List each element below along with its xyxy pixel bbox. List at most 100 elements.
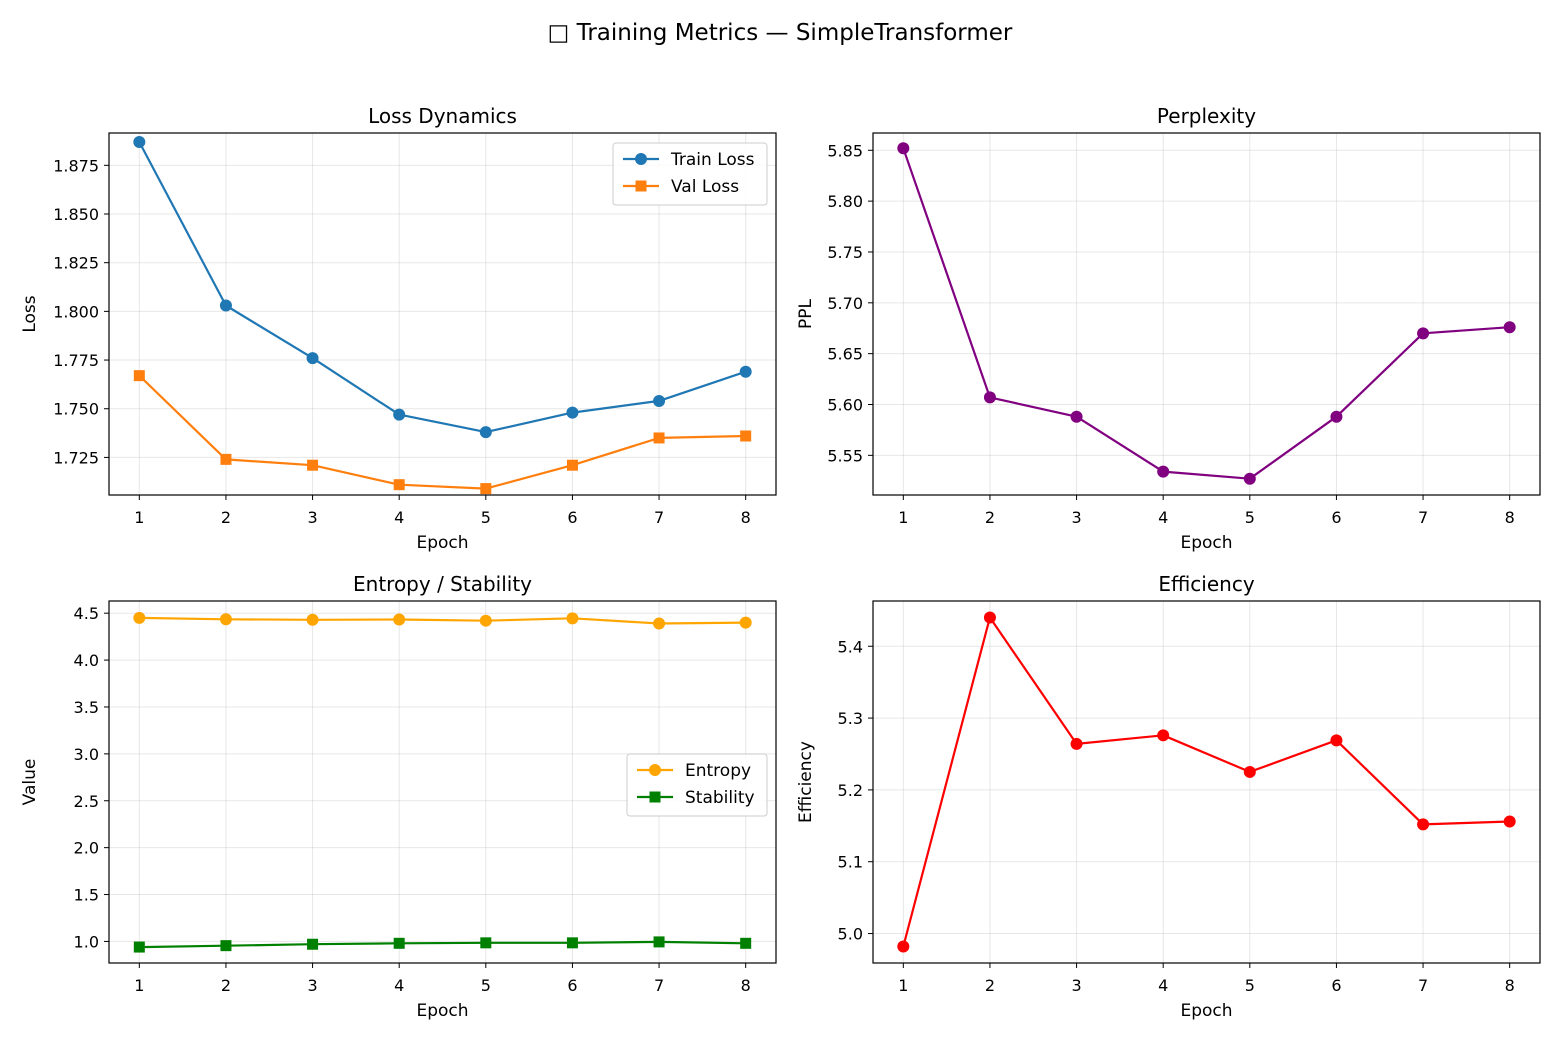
y-tick-label: 5.75	[827, 243, 863, 262]
data-point	[219, 613, 232, 626]
y-tick-label: 5.55	[827, 446, 863, 465]
x-tick-label: 5	[1245, 508, 1255, 527]
x-tick-label: 1	[898, 508, 908, 527]
x-tick-label: 3	[1071, 508, 1081, 527]
data-point	[1243, 472, 1256, 485]
y-tick-label: 1.825	[53, 254, 99, 273]
x-tick-label: 3	[307, 976, 317, 995]
data-point	[897, 142, 910, 155]
data-point	[306, 352, 319, 365]
data-point	[1330, 410, 1343, 423]
data-point	[1330, 734, 1343, 747]
x-tick-label: 3	[1071, 976, 1081, 995]
y-tick-label: 5.0	[838, 925, 863, 944]
data-point	[740, 937, 752, 949]
legend-marker	[649, 791, 661, 803]
x-tick-label: 6	[567, 508, 577, 527]
data-point	[220, 453, 232, 465]
data-point	[479, 614, 492, 627]
y-tick-label: 2.0	[74, 839, 99, 858]
axes-frame	[872, 600, 1541, 964]
data-point	[133, 941, 145, 953]
y-tick-label: 1.5	[74, 886, 99, 905]
chart-title: Perplexity	[1157, 104, 1256, 128]
x-tick-label: 2	[985, 976, 995, 995]
series-line-train-loss	[138, 141, 747, 434]
data-point	[1243, 765, 1256, 778]
series-line-efficiency	[902, 616, 1510, 947]
data-point	[1070, 737, 1083, 750]
data-point	[393, 408, 406, 421]
y-tick-label: 5.80	[827, 192, 863, 211]
series-line-val-loss	[138, 374, 746, 490]
x-tick-label: 2	[221, 508, 231, 527]
legend: Train Loss Val Loss	[612, 142, 768, 206]
data-point	[133, 135, 146, 148]
data-point	[393, 937, 405, 949]
legend-entry-label: Train Loss	[670, 150, 755, 170]
x-tick-label: 2	[221, 976, 231, 995]
x-tick-label: 8	[1505, 508, 1515, 527]
x-tick-label: 6	[567, 976, 577, 995]
x-tick-label: 4	[394, 976, 404, 995]
y-tick-label: 5.85	[827, 141, 863, 160]
y-tick-label: 5.1	[838, 853, 863, 872]
axes-frame	[108, 600, 777, 964]
data-point	[393, 479, 405, 491]
y-axis-label: PPL	[796, 298, 816, 329]
data-point	[1070, 410, 1083, 423]
x-tick-label: 3	[307, 508, 317, 527]
y-tick-label: 5.65	[827, 345, 863, 364]
legend-entry-label: Stability	[685, 788, 755, 808]
series-line-ppl	[902, 147, 1510, 480]
legend-marker	[649, 764, 661, 776]
data-point	[740, 430, 752, 442]
chart-title: Entropy / Stability	[353, 572, 532, 596]
data-point	[1417, 327, 1430, 340]
y-tick-label: 1.0	[74, 932, 99, 951]
chart-title: Loss Dynamics	[368, 104, 517, 128]
data-point	[653, 936, 665, 948]
y-tick-label: 1.725	[53, 448, 99, 467]
axes-frame	[872, 132, 1541, 496]
data-point	[1503, 321, 1516, 334]
y-tick-label: 1.875	[53, 156, 99, 175]
legend-entry-label: Val Loss	[671, 177, 739, 197]
series-line-entropy	[139, 616, 746, 625]
legend-marker	[635, 153, 647, 165]
y-axis-label: Efficiency	[796, 741, 816, 823]
y-tick-label: 3.0	[74, 745, 99, 764]
data-point	[739, 365, 752, 378]
data-point	[897, 940, 910, 953]
data-point	[306, 613, 319, 626]
x-axis-label: Epoch	[1180, 1001, 1232, 1021]
data-point	[566, 937, 578, 949]
x-tick-label: 1	[898, 976, 908, 995]
chart-panel-2: 1 2 3 4 5 6 7 8 5.55 5.60 5.65 5.70 5.75 5.80 5.85 Perp…	[796, 104, 1541, 553]
data-point	[566, 459, 578, 471]
data-point	[653, 432, 665, 444]
legend: Entropy Stability	[626, 753, 768, 817]
data-point	[653, 394, 666, 407]
chart-title: Efficiency	[1158, 572, 1255, 596]
legend-marker	[635, 180, 647, 192]
axes-frame	[108, 132, 777, 496]
x-tick-label: 4	[1158, 508, 1168, 527]
data-point	[480, 483, 492, 495]
x-tick-label: 1	[134, 508, 144, 527]
x-tick-label: 8	[741, 508, 751, 527]
y-tick-label: 3.5	[74, 698, 99, 717]
data-point	[653, 617, 666, 630]
y-tick-label: 4.5	[74, 604, 99, 623]
y-tick-label: 5.3	[838, 709, 863, 728]
data-point	[393, 613, 406, 626]
figure-title: □ Training Metrics — SimpleTransformer	[548, 20, 1013, 46]
y-tick-label: 5.2	[838, 781, 863, 800]
x-axis-label: Epoch	[1180, 533, 1232, 553]
x-tick-label: 5	[481, 508, 491, 527]
data-point	[133, 370, 145, 382]
y-tick-label: 5.60	[827, 396, 863, 415]
x-tick-label: 6	[1331, 508, 1341, 527]
data-point	[1157, 465, 1170, 478]
